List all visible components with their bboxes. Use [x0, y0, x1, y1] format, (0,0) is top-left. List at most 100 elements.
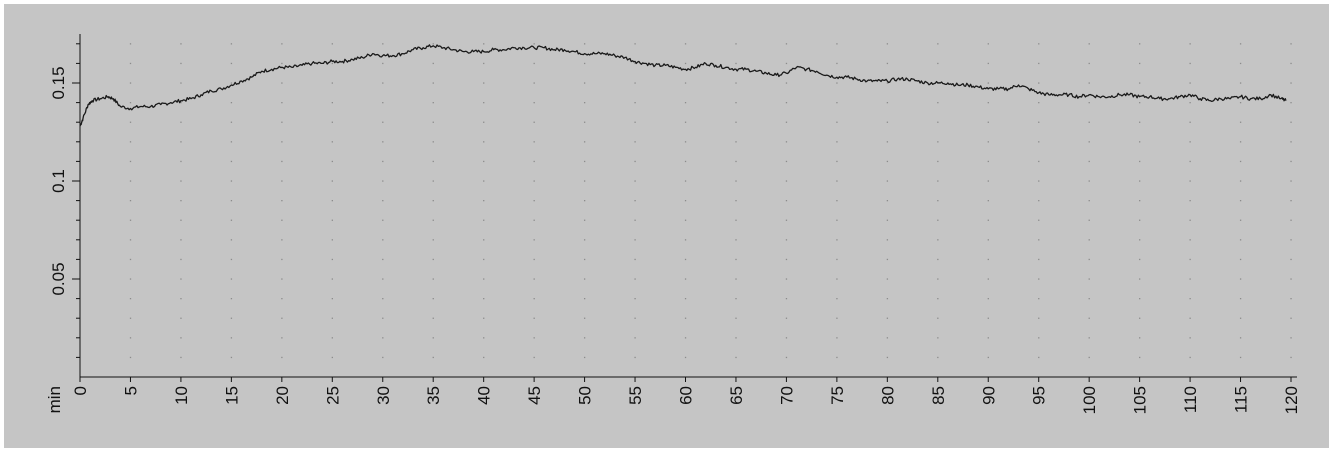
grid-dot	[433, 141, 434, 142]
grid-dot	[1139, 318, 1140, 319]
grid-dot	[735, 102, 736, 103]
grid-dot	[534, 200, 535, 201]
grid-dot	[1139, 337, 1140, 338]
grid-dot	[382, 43, 383, 44]
grid-dot	[584, 298, 585, 299]
grid-dot	[735, 337, 736, 338]
grid-dot	[281, 180, 282, 181]
grid-dot	[1290, 161, 1291, 162]
grid-dot	[584, 180, 585, 181]
grid-dot	[836, 141, 837, 142]
grid-dot	[1038, 200, 1039, 201]
grid-dot	[634, 278, 635, 279]
grid-dot	[887, 357, 888, 358]
grid-dot	[433, 161, 434, 162]
grid-dot	[786, 43, 787, 44]
grid-dot	[180, 180, 181, 181]
grid-dot	[937, 141, 938, 142]
grid-dot	[1189, 102, 1190, 103]
grid-dot	[130, 220, 131, 221]
grid-dot	[1189, 43, 1190, 44]
grid-dot	[887, 337, 888, 338]
grid-dot	[130, 180, 131, 181]
grid-dot	[382, 141, 383, 142]
grid-dot	[685, 43, 686, 44]
grid-dot	[231, 122, 232, 123]
grid-dot	[1089, 318, 1090, 319]
grid-dot	[1038, 239, 1039, 240]
grid-dot	[231, 318, 232, 319]
grid-dot	[534, 357, 535, 358]
grid-dot	[1089, 102, 1090, 103]
grid-dot	[735, 220, 736, 221]
grid-dot	[937, 102, 938, 103]
grid-dot	[281, 63, 282, 64]
grid-dot	[685, 122, 686, 123]
grid-dot	[1089, 82, 1090, 83]
grid-dot	[988, 141, 989, 142]
grid-dot	[887, 259, 888, 260]
grid-dot	[887, 239, 888, 240]
grid-dot	[937, 122, 938, 123]
grid-dot	[1139, 220, 1140, 221]
grid-dot	[1139, 161, 1140, 162]
grid-dot	[735, 200, 736, 201]
grid-dot	[1189, 82, 1190, 83]
grid-dot	[584, 337, 585, 338]
grid-dot	[634, 357, 635, 358]
x-tick-label: 60	[677, 386, 696, 405]
grid-dot	[180, 278, 181, 279]
grid-dot	[584, 278, 585, 279]
grid-dot	[1189, 63, 1190, 64]
grid-dot	[735, 239, 736, 240]
grid-dot	[483, 357, 484, 358]
grid-dot	[836, 337, 837, 338]
grid-dot	[332, 259, 333, 260]
grid-dot	[1189, 318, 1190, 319]
grid-dot	[231, 63, 232, 64]
grid-dot	[786, 200, 787, 201]
grid-dot	[1089, 141, 1090, 142]
grid-dot	[231, 200, 232, 201]
grid-dot	[584, 239, 585, 240]
x-tick-label: 50	[576, 386, 595, 405]
grid-dot	[433, 220, 434, 221]
grid-dot	[382, 337, 383, 338]
grid-dot	[584, 141, 585, 142]
grid-dot	[1089, 180, 1090, 181]
grid-dot	[180, 298, 181, 299]
grid-dot	[634, 141, 635, 142]
x-tick-label: 90	[979, 386, 998, 405]
grid-dot	[1290, 220, 1291, 221]
grid-dot	[937, 161, 938, 162]
y-tick-label: 0.1	[49, 169, 68, 193]
grid-dot	[1240, 63, 1241, 64]
grid-dot	[433, 200, 434, 201]
grid-dot	[332, 141, 333, 142]
grid-dots	[130, 43, 1292, 358]
grid-dot	[1038, 102, 1039, 103]
grid-dot	[634, 298, 635, 299]
x-tick-label: 100	[1080, 386, 1099, 414]
grid-dot	[735, 43, 736, 44]
x-tick-label: 5	[121, 386, 140, 395]
grid-dot	[1089, 122, 1090, 123]
grid-dot	[988, 318, 989, 319]
grid-dot	[1240, 102, 1241, 103]
grid-dot	[988, 239, 989, 240]
grid-dot	[130, 259, 131, 260]
grid-dot	[937, 357, 938, 358]
grid-dot	[836, 318, 837, 319]
grid-dot	[130, 298, 131, 299]
grid-dot	[786, 259, 787, 260]
grid-dot	[1139, 122, 1140, 123]
x-tick-label: 75	[828, 386, 847, 405]
grid-dot	[786, 180, 787, 181]
grid-dot	[231, 278, 232, 279]
grid-dot	[735, 180, 736, 181]
grid-dot	[433, 318, 434, 319]
grid-dot	[382, 318, 383, 319]
grid-dot	[332, 239, 333, 240]
grid-dot	[937, 220, 938, 221]
grid-dot	[180, 141, 181, 142]
